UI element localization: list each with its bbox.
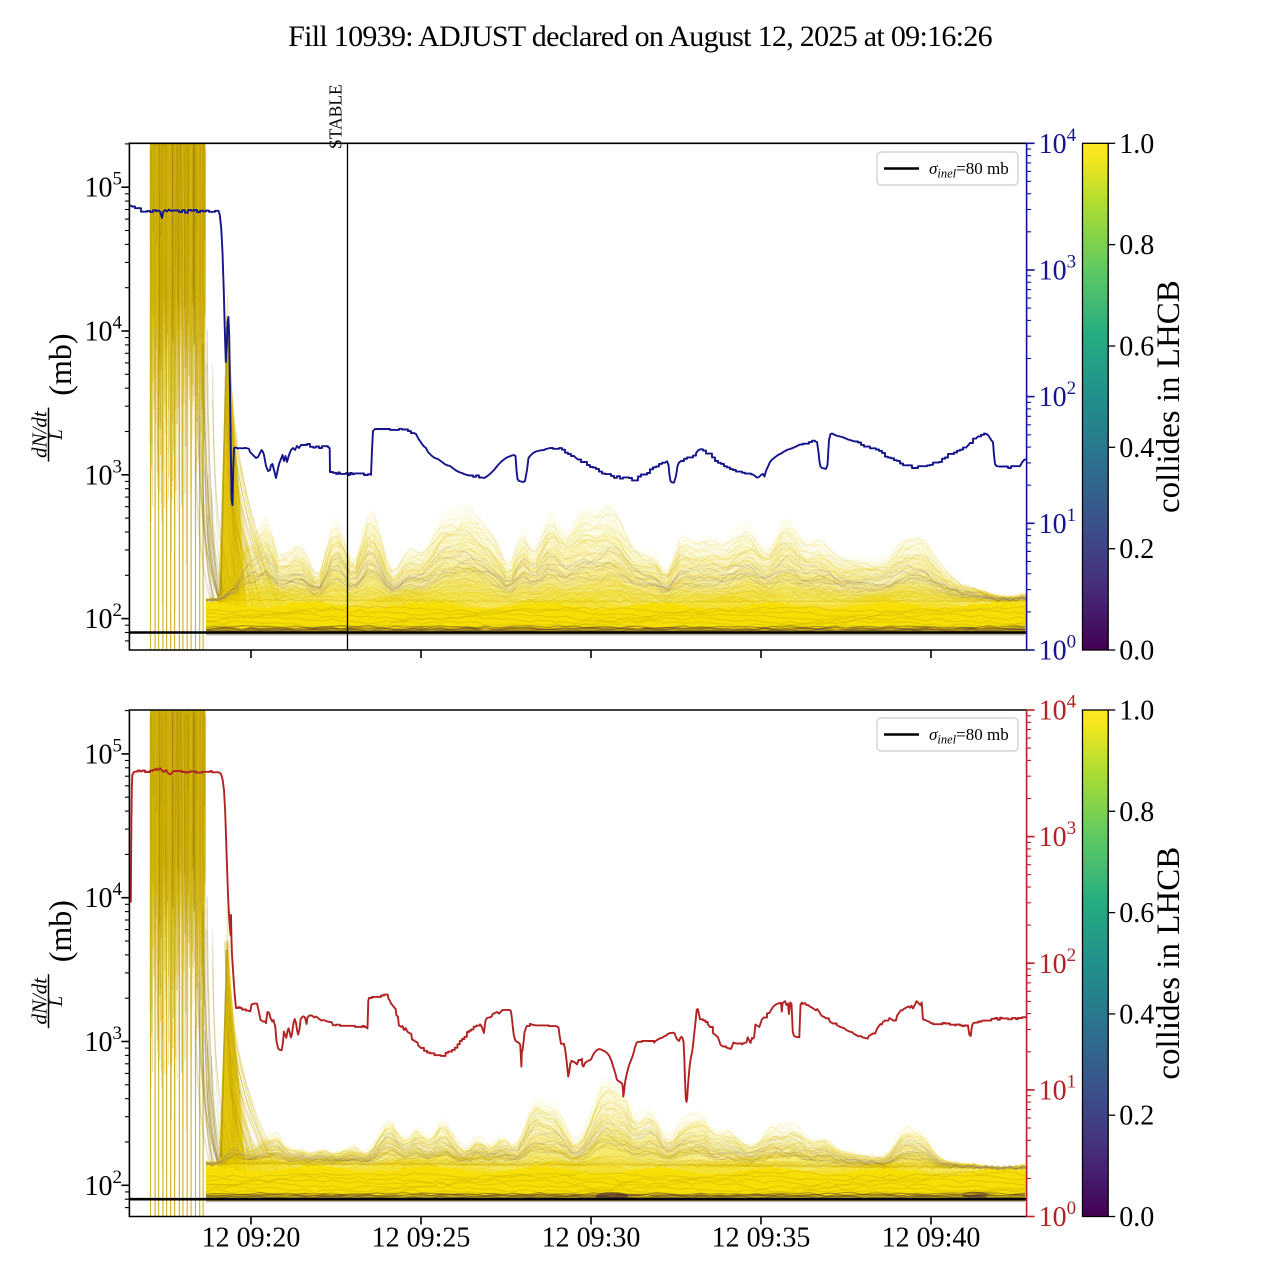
svg-text:0.6: 0.6 (1119, 898, 1154, 929)
svg-text:σinel=80 mb: σinel=80 mb (929, 159, 1009, 181)
svg-text:101: 101 (1039, 1071, 1077, 1106)
svg-text:dN/dt: dN/dt (28, 977, 52, 1025)
svg-text:102: 102 (1039, 378, 1077, 413)
svg-text:0.4: 0.4 (1119, 999, 1154, 1030)
svg-text:0.0: 0.0 (1119, 636, 1154, 667)
svg-text:L: L (46, 429, 67, 441)
svg-text:0.8: 0.8 (1119, 797, 1154, 828)
svg-text:12 09:25: 12 09:25 (372, 1223, 471, 1254)
svg-text:collides in LHCB: collides in LHCB (1151, 847, 1187, 1080)
svg-text:0.4: 0.4 (1119, 433, 1154, 464)
svg-text:12 09:35: 12 09:35 (712, 1223, 811, 1254)
svg-text:1.0: 1.0 (1119, 696, 1154, 727)
svg-text:STABLE: STABLE (326, 84, 346, 149)
svg-text:12 09:40: 12 09:40 (882, 1223, 981, 1254)
svg-text:L: L (46, 996, 67, 1008)
svg-text:12 09:30: 12 09:30 (542, 1223, 641, 1254)
svg-text:collides in LHCB: collides in LHCB (1151, 280, 1187, 513)
svg-text:0.6: 0.6 (1119, 332, 1154, 363)
svg-text:(mb): (mb) (42, 900, 78, 962)
svg-text:(mb): (mb) (42, 333, 78, 395)
svg-text:Fill 10939: ADJUST declared on: Fill 10939: ADJUST declared on August 12… (288, 20, 993, 53)
svg-text:σinel=80 mb: σinel=80 mb (929, 725, 1009, 747)
svg-text:0.0: 0.0 (1119, 1202, 1154, 1233)
svg-text:dN/dt: dN/dt (28, 410, 52, 458)
svg-text:0.2: 0.2 (1119, 534, 1154, 565)
svg-text:1.0: 1.0 (1119, 129, 1154, 160)
svg-text:12 09:20: 12 09:20 (202, 1223, 301, 1254)
svg-text:0.8: 0.8 (1119, 230, 1154, 261)
svg-text:0.2: 0.2 (1119, 1101, 1154, 1132)
